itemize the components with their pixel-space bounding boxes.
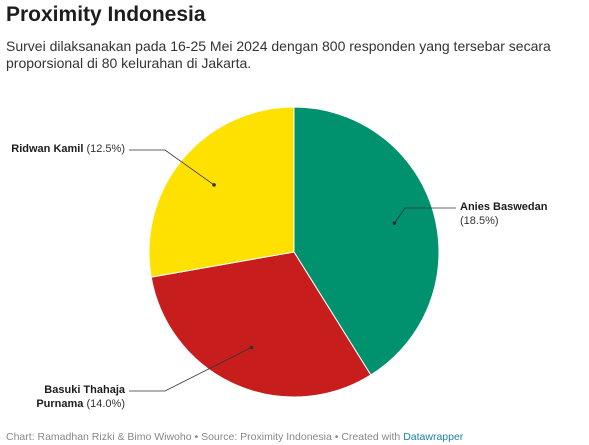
- pie-slice: [293, 106, 440, 376]
- slice-label: Anies Baswedan (18.5%): [460, 200, 570, 228]
- slice-value: (12.5%): [86, 143, 125, 155]
- label-line: [129, 149, 215, 186]
- label-line: [394, 207, 456, 224]
- slice-name: Ridwan Kamil: [11, 143, 84, 155]
- slice-value: (14.0%): [86, 398, 125, 410]
- footer-text: Chart: Ramadhan Rizki & Bimo Wiwoho • So…: [6, 431, 401, 443]
- chart-subtitle: Survei dilaksanakan pada 16-25 Mei 2024 …: [6, 38, 551, 71]
- pie-slice: [148, 106, 295, 278]
- slice-name: Basuki Thahaja Purnama: [36, 384, 125, 410]
- label-line: [129, 347, 252, 392]
- slice-label: Basuki Thahaja Purnama (14.0%): [25, 383, 125, 411]
- footer-link[interactable]: Datawrapper: [403, 431, 464, 443]
- slice-label: Ridwan Kamil (12.5%): [0, 142, 125, 156]
- slice-value: (18.5%): [460, 215, 499, 227]
- footer: Chart: Ramadhan Rizki & Bimo Wiwoho • So…: [6, 431, 463, 443]
- chart-title: Proximity Indonesia: [6, 3, 206, 26]
- pie-slice: [150, 251, 372, 398]
- slice-name: Anies Baswedan: [460, 201, 548, 213]
